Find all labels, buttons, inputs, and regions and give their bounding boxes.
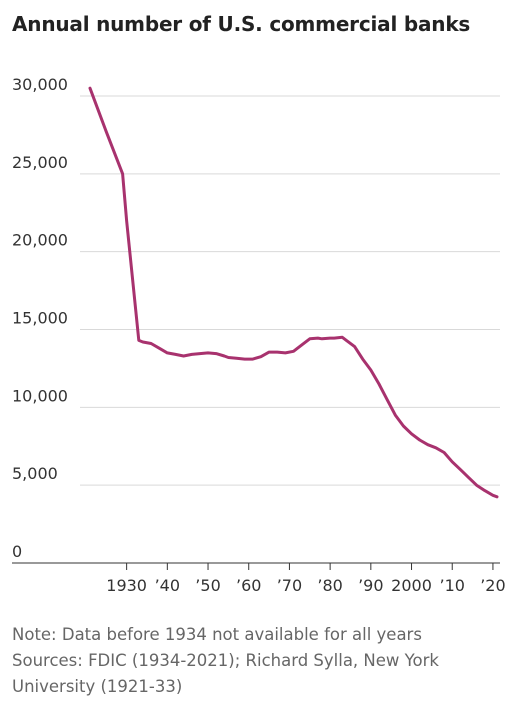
- y-tick-label: 25,000: [12, 153, 68, 172]
- chart-notes: Note: Data before 1934 not available for…: [12, 622, 507, 700]
- y-tick-label: 10,000: [12, 386, 68, 405]
- y-tick-label: 5,000: [12, 464, 58, 483]
- y-tick-label: 15,000: [12, 309, 68, 328]
- x-tick-label: ’50: [195, 576, 220, 595]
- note-text: Note: Data before 1934 not available for…: [12, 625, 422, 644]
- gridlines: [80, 95, 500, 486]
- sources-text-continued: University (1921-33): [12, 677, 183, 696]
- chart-title: Annual number of U.S. commercial banks: [12, 12, 471, 36]
- series-line-bank-count: [88, 86, 499, 499]
- y-axis-tick-labels: 0 5,000 10,000 15,000 20,000 25,000 30,000: [12, 75, 68, 561]
- x-tick-label: 1930: [106, 576, 147, 595]
- x-tick-label: ’70: [277, 576, 302, 595]
- x-tick-label: ’40: [155, 576, 180, 595]
- y-tick-label: 0: [12, 542, 22, 561]
- x-tick-label: ’10: [440, 576, 465, 595]
- x-axis-ticks: 1930 ’40 ’50 ’60 ’70 ’80 ’90 2000 ’10 ’20: [106, 563, 506, 595]
- x-tick-label: ’20: [480, 576, 505, 595]
- line-chart: 0 5,000 10,000 15,000 20,000 25,000 30,000 193…: [12, 75, 506, 595]
- x-tick-label: ’60: [236, 576, 261, 595]
- x-tick-label: ’80: [317, 576, 342, 595]
- y-tick-label: 30,000: [12, 75, 68, 94]
- sources-text: Sources: FDIC (1934-2021); Richard Sylla…: [12, 651, 439, 670]
- x-tick-label: 2000: [391, 576, 432, 595]
- y-tick-label: 20,000: [12, 231, 68, 250]
- x-tick-label: ’90: [358, 576, 383, 595]
